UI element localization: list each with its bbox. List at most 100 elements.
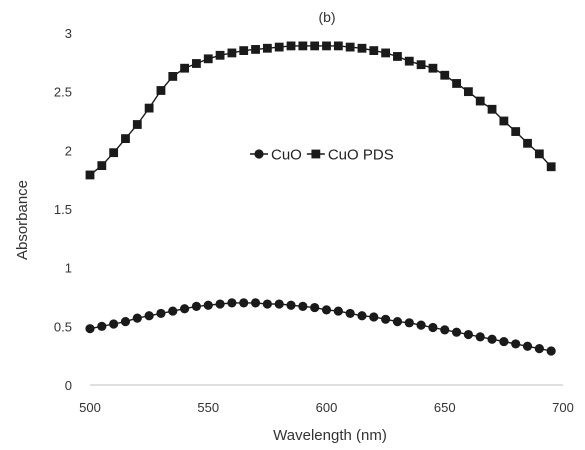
data-point-cuo <box>546 346 556 356</box>
data-point-cuo <box>381 314 391 324</box>
data-point-cuo <box>250 298 261 308</box>
data-point-cuo-pds <box>192 59 201 68</box>
data-point-cuo-pds <box>274 42 284 52</box>
data-point-cuo <box>239 298 249 308</box>
series-layer <box>85 41 556 356</box>
series-cuo-pds <box>85 41 556 180</box>
x-tick-label: 500 <box>79 400 101 415</box>
data-point-cuo <box>168 306 178 316</box>
series-line-cuo <box>89 302 552 352</box>
data-point-cuo-pds <box>546 162 556 172</box>
data-point-cuo <box>357 311 367 321</box>
y-axis-title: Absorbance <box>14 180 31 260</box>
data-point-cuo-pds <box>357 43 367 53</box>
legend-item-cuo-pds: CuO PDS <box>306 147 394 164</box>
data-point-cuo <box>298 301 308 311</box>
y-tick-label: 3 <box>65 26 72 41</box>
data-point-cuo-pds <box>404 56 414 66</box>
data-point-cuo <box>463 329 473 340</box>
data-point-cuo-pds <box>475 96 485 106</box>
data-point-cuo <box>109 319 119 329</box>
data-point-cuo <box>416 320 426 330</box>
data-point-cuo-pds <box>168 72 178 81</box>
data-point-cuo <box>369 312 379 322</box>
y-tick-label: 2.5 <box>54 85 72 100</box>
data-point-cuo-pds <box>203 54 213 64</box>
data-point-cuo <box>522 341 533 351</box>
data-point-cuo <box>511 339 521 349</box>
data-point-cuo-pds <box>310 41 320 51</box>
x-tick-label: 550 <box>197 400 219 415</box>
x-axis-ticks: 500 550 600 650 700 <box>79 400 574 415</box>
data-point-cuo <box>475 332 485 342</box>
data-point-cuo-pds <box>121 134 130 143</box>
data-point-cuo <box>286 300 296 310</box>
data-point-cuo-pds <box>499 116 509 126</box>
data-point-cuo <box>120 317 131 327</box>
series-line-cuo-pds <box>89 45 552 176</box>
data-point-cuo-pds <box>180 63 189 73</box>
data-point-cuo-pds <box>345 42 355 52</box>
data-point-cuo <box>404 318 414 328</box>
data-point-cuo <box>310 302 320 313</box>
data-point-cuo <box>180 304 190 314</box>
data-point-cuo <box>534 344 544 354</box>
data-point-cuo-pds <box>452 79 461 88</box>
x-axis-title: Wavelength (nm) <box>273 427 387 444</box>
data-point-cuo <box>203 300 213 310</box>
y-axis-ticks: 0 0.5 1 1.5 2 2.5 3 <box>54 26 72 393</box>
data-point-cuo <box>440 325 450 335</box>
y-tick-label: 1 <box>65 261 72 276</box>
legend-label: CuO <box>271 147 302 164</box>
data-point-cuo <box>333 306 343 316</box>
data-point-cuo <box>428 322 438 333</box>
data-point-cuo-pds <box>144 103 154 113</box>
data-point-cuo <box>132 313 142 323</box>
series-cuo <box>85 298 556 356</box>
data-point-cuo-pds <box>215 50 225 60</box>
data-point-cuo-pds <box>156 86 166 95</box>
data-point-cuo <box>262 299 272 309</box>
data-point-cuo-pds <box>85 170 95 180</box>
data-point-cuo-pds <box>239 46 249 55</box>
data-point-cuo-pds <box>440 70 450 80</box>
data-point-cuo-pds <box>227 48 237 58</box>
data-point-cuo <box>345 308 355 319</box>
x-tick-label: 600 <box>316 400 338 415</box>
x-tick-label: 650 <box>434 400 456 415</box>
legend: CuO CuO PDS <box>250 147 394 164</box>
data-point-cuo-pds <box>286 41 296 51</box>
plot-area: 500 550 600 650 700 0 0.5 1 1.5 2 2.5 3 <box>54 26 574 415</box>
data-point-cuo <box>215 299 225 309</box>
data-point-cuo <box>227 298 237 308</box>
data-point-cuo <box>321 305 332 315</box>
chart-title: (b) <box>318 9 335 25</box>
data-point-cuo-pds <box>511 127 521 136</box>
y-tick-label: 2 <box>65 143 72 158</box>
data-point-cuo <box>392 317 403 327</box>
data-point-cuo <box>97 321 107 331</box>
data-point-cuo <box>144 311 154 321</box>
data-point-cuo <box>274 299 284 309</box>
data-point-cuo-pds <box>97 161 107 170</box>
data-point-cuo-pds <box>322 41 331 51</box>
data-point-cuo-pds <box>109 148 119 158</box>
data-point-cuo <box>85 324 95 334</box>
legend-marker-circle <box>254 149 264 159</box>
data-point-cuo-pds <box>487 104 497 114</box>
data-point-cuo-pds <box>251 45 260 54</box>
data-point-cuo-pds <box>262 43 272 53</box>
data-point-cuo-pds <box>298 41 308 51</box>
data-point-cuo <box>156 308 166 319</box>
data-point-cuo-pds <box>416 60 426 70</box>
data-point-cuo <box>487 334 497 344</box>
legend-item-cuo: CuO <box>250 147 302 164</box>
data-point-cuo <box>451 327 462 337</box>
x-tick-label: 700 <box>552 400 574 415</box>
legend-marker-square <box>311 149 321 159</box>
legend-label: CuO PDS <box>328 147 394 164</box>
data-point-cuo-pds <box>393 52 402 61</box>
data-point-cuo-pds <box>333 41 343 51</box>
data-point-cuo-pds <box>534 149 544 159</box>
